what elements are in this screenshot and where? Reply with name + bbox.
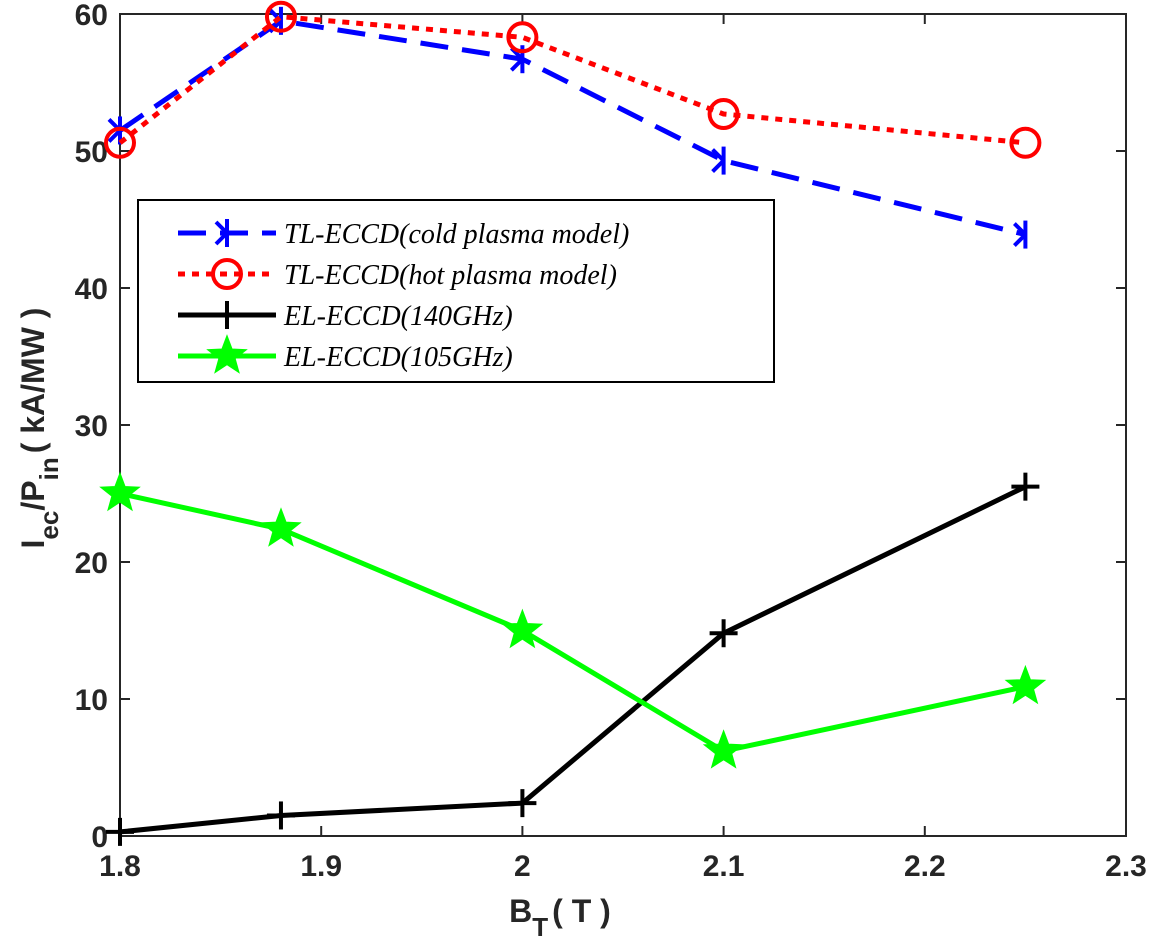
legend-entry: TL-ECCD(hot plasma model) (178, 258, 617, 291)
y-tick-label: 20 (75, 547, 108, 580)
data-point (1004, 664, 1047, 705)
series-2 (104, 0, 1042, 159)
data-point (501, 608, 544, 649)
legend-label: TL-ECCD(hot plasma model) (284, 260, 617, 291)
axes: 1.8 1.9 2 2.1 2.2 2.3 0 10 20 30 40 50 60 (75, 0, 1147, 883)
data-point (211, 258, 243, 290)
axis-labels: BT( T ) Iec/Pin( kA/MW ) (15, 308, 611, 940)
data-point (506, 21, 539, 54)
data-point (214, 219, 229, 247)
y-tick-label: 40 (75, 273, 108, 306)
y-tick-label: 60 (75, 0, 108, 32)
legend-label: EL-ECCD(140GHz) (283, 301, 513, 332)
data-point (707, 98, 740, 131)
data-point (266, 801, 295, 830)
data-point (206, 334, 248, 374)
legend: TL-ECCD(cold plasma model) TL-ECCD(hot pl… (137, 199, 775, 383)
data-point (709, 619, 738, 648)
x-tick-label: 1.9 (300, 850, 342, 883)
data-point (106, 817, 134, 846)
data-point (1012, 220, 1028, 249)
legend-entry: EL-ECCD(140GHz) (178, 301, 513, 332)
y-tick-label: 30 (75, 410, 108, 443)
series-3 (106, 472, 1040, 846)
data-point (1011, 472, 1040, 501)
data-point (702, 729, 745, 769)
data-point (711, 146, 726, 175)
data-point (104, 126, 136, 159)
series-line (119, 491, 1026, 754)
data-point (508, 789, 537, 818)
legend-label: EL-ECCD(105GHz) (283, 342, 513, 373)
legend-entry: EL-ECCD(105GHz) (178, 334, 513, 374)
data-point (260, 507, 302, 547)
y-axis-label: Iec/Pin( kA/MW ) (15, 308, 64, 549)
x-tick-label: 2.3 (1105, 850, 1147, 883)
series-1 (107, 6, 1028, 249)
data-point (1009, 126, 1042, 159)
series-4 (99, 471, 1047, 769)
x-tick-label: 1.8 (99, 850, 141, 883)
legend-label: TL-ECCD(cold plasma model) (284, 219, 629, 250)
legend-entry: TL-ECCD(cold plasma model) (178, 219, 629, 250)
series-line (118, 14, 1026, 146)
series-layer (99, 0, 1047, 846)
data-point (99, 471, 141, 512)
y-tick-label: 10 (75, 684, 108, 717)
x-tick-label: 2 (514, 850, 531, 883)
data-point (213, 301, 241, 329)
y-tick-label: 50 (75, 136, 108, 169)
x-tick-label: 2.2 (904, 850, 946, 883)
x-axis-label: BT( T ) (509, 893, 611, 940)
y-tick-label: 0 (91, 821, 108, 854)
x-tick-label: 2.1 (703, 850, 745, 883)
data-point (264, 0, 297, 33)
